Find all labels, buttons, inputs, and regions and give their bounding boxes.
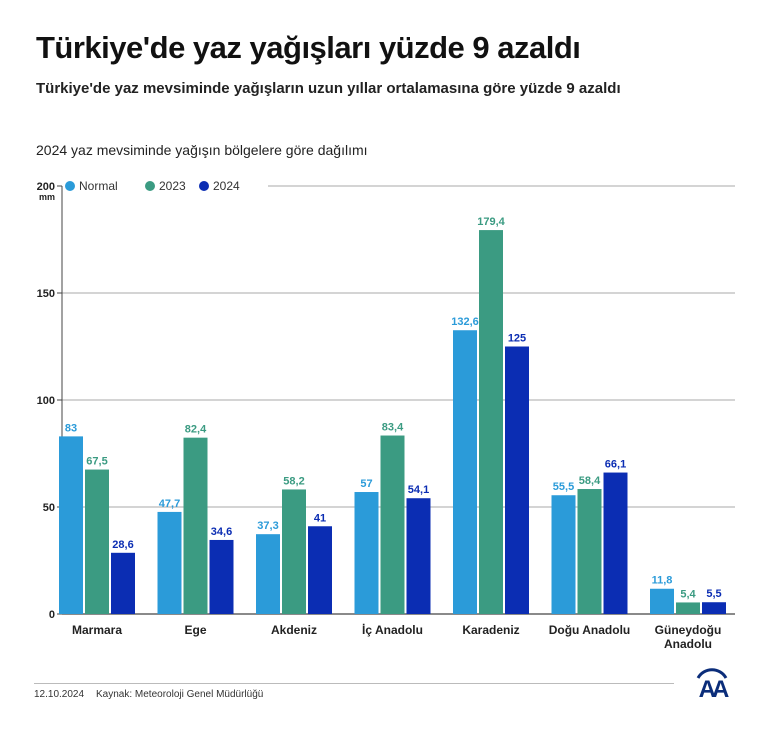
data-label: 57 <box>360 478 372 490</box>
data-label: 179,4 <box>477 216 505 228</box>
data-label: 58,4 <box>579 475 601 487</box>
bar-2024 <box>603 472 628 614</box>
aa-logo: AA <box>699 676 729 703</box>
data-label: 125 <box>508 333 526 345</box>
legend-label: Normal <box>79 179 118 193</box>
bar-2023 <box>479 230 503 615</box>
bar-2023 <box>282 489 306 614</box>
data-label: 132,6 <box>451 316 479 328</box>
category-label: Anadolu <box>664 637 712 651</box>
category-label: Güneydoğu <box>655 623 722 637</box>
y-tick-label: 0 <box>49 609 55 621</box>
bar-normal <box>551 495 576 614</box>
page-title: Türkiye'de yaz yağışları yüzde 9 azaldı <box>36 30 581 65</box>
category-label: Akdeniz <box>271 623 317 637</box>
footer-divider <box>34 683 674 684</box>
bar-normal <box>453 330 477 614</box>
bar-normal <box>650 588 674 614</box>
y-tick-label: 50 <box>43 502 55 514</box>
data-label: 5,4 <box>680 588 696 600</box>
data-label: 34,6 <box>211 526 232 538</box>
category-label: İç Anadolu <box>362 622 423 637</box>
category-label: Karadeniz <box>462 623 519 637</box>
data-label: 11,8 <box>652 575 673 587</box>
data-label: 5,5 <box>706 588 721 600</box>
data-label: 55,5 <box>553 481 574 493</box>
category-label: Marmara <box>72 623 122 637</box>
aa-logo-arc <box>696 668 728 679</box>
data-label: 37,3 <box>257 520 278 532</box>
y-tick-label: 150 <box>37 288 55 300</box>
data-label: 83,4 <box>382 422 404 434</box>
bar-normal <box>59 436 83 614</box>
bar-2023 <box>85 469 109 614</box>
bar-normal <box>157 511 182 614</box>
legend-label: 2023 <box>159 179 186 193</box>
data-label: 83 <box>65 422 77 434</box>
y-tick-label: 200 <box>37 181 55 193</box>
data-label: 47,7 <box>159 498 180 510</box>
y-tick-label: 100 <box>37 395 55 407</box>
bar-2024 <box>406 498 431 614</box>
chart-title: 2024 yaz mevsiminde yağışın bölgelere gö… <box>36 142 368 158</box>
bar-2023 <box>183 437 208 614</box>
legend-swatch <box>145 181 155 191</box>
data-label: 54,1 <box>408 484 429 496</box>
bar-2024 <box>209 539 234 614</box>
data-label: 28,6 <box>112 539 133 551</box>
legend-swatch <box>65 181 75 191</box>
legend-swatch <box>199 181 209 191</box>
legend-label: 2024 <box>213 179 240 193</box>
bar-2023 <box>380 435 405 614</box>
bar-2024 <box>308 526 332 614</box>
bar-2024 <box>505 346 529 614</box>
footer-source: Kaynak: Meteoroloji Genel Müdürlüğü <box>96 689 264 700</box>
bar-2024 <box>111 552 135 614</box>
category-label: Ege <box>184 623 206 637</box>
bar-2023 <box>676 602 700 614</box>
page-subtitle: Türkiye'de yaz mevsiminde yağışların uzu… <box>36 80 621 97</box>
footer-date: 12.10.2024 <box>34 689 85 700</box>
bar-2023 <box>577 489 602 614</box>
bar-2024 <box>702 602 726 614</box>
data-label: 41 <box>314 512 326 524</box>
bar-normal <box>256 534 280 614</box>
data-label: 66,1 <box>605 459 626 471</box>
data-label: 58,2 <box>283 475 304 487</box>
data-label: 67,5 <box>86 456 107 468</box>
category-label: Doğu Anadolu <box>549 623 631 637</box>
y-axis-unit: mm <box>39 192 55 202</box>
bar-normal <box>354 492 379 614</box>
data-label: 82,4 <box>185 424 207 436</box>
